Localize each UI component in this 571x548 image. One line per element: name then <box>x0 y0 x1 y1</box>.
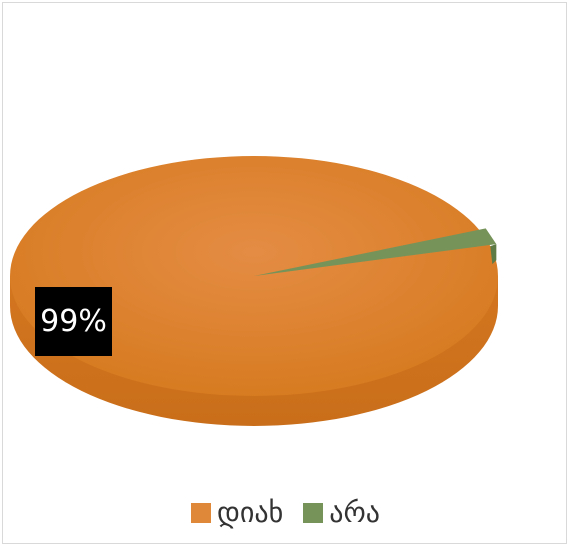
legend-label-no: არა <box>329 496 380 529</box>
legend-entry-yes: დიახ <box>191 496 283 529</box>
data-label-yes: 99% <box>35 287 112 356</box>
legend: დიახ არა <box>0 496 571 529</box>
legend-entry-no: არა <box>303 496 380 529</box>
legend-label-yes: დიახ <box>217 496 284 529</box>
legend-swatch-no <box>303 502 324 523</box>
pie-slice-no-side <box>490 244 497 265</box>
pie-slice-no <box>254 228 497 276</box>
legend-swatch-yes <box>191 502 211 523</box>
